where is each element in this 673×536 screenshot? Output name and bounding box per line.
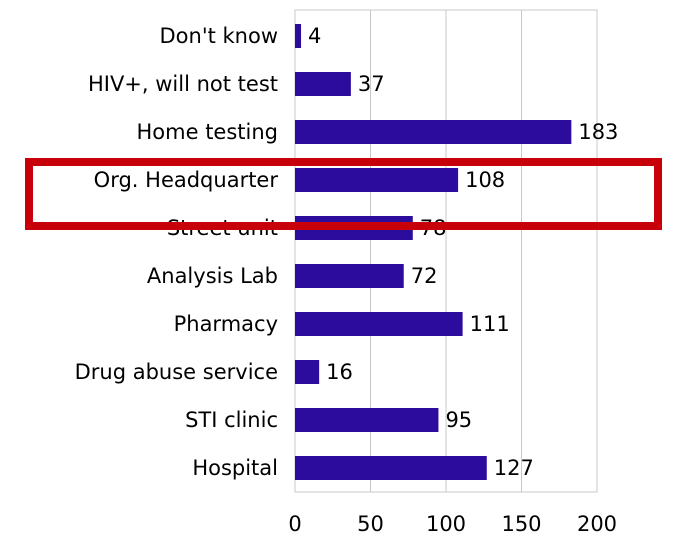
- value-label: 72: [411, 264, 438, 288]
- bar: [295, 360, 320, 384]
- bar: [295, 312, 463, 336]
- value-label: 183: [578, 120, 618, 144]
- value-label: 108: [465, 168, 505, 192]
- bar: [295, 72, 351, 96]
- y-tick-label: Drug abuse service: [75, 360, 278, 384]
- value-label: 111: [470, 312, 510, 336]
- bar: [295, 120, 572, 144]
- x-tick-label: 150: [501, 512, 541, 536]
- value-label: 95: [445, 408, 472, 432]
- y-tick-label: Don't know: [159, 24, 278, 48]
- x-tick-label: 200: [577, 512, 617, 536]
- bar: [295, 24, 302, 48]
- highlight-box: [25, 158, 662, 230]
- y-tick-label: STI clinic: [185, 408, 278, 432]
- y-tick-label: Org. Headquarter: [94, 168, 279, 192]
- value-label: 16: [326, 360, 353, 384]
- bar: [295, 264, 404, 288]
- y-tick-label: HIV+, will not test: [88, 72, 278, 96]
- x-tick-label: 100: [426, 512, 466, 536]
- y-tick-label: Hospital: [192, 456, 278, 480]
- value-label: 37: [358, 72, 385, 96]
- value-label: 127: [494, 456, 534, 480]
- x-tick-label: 50: [357, 512, 384, 536]
- x-tick-label: 0: [288, 512, 301, 536]
- y-tick-label: Home testing: [137, 120, 279, 144]
- y-tick-label: Pharmacy: [174, 312, 278, 336]
- bar: [295, 168, 459, 192]
- marks: 0 50 100 150 200 Don't know 4 HIV+, will not te…: [75, 10, 618, 536]
- value-label: 4: [308, 24, 321, 48]
- bar: [295, 456, 487, 480]
- bar: [295, 408, 439, 432]
- y-tick-label: Analysis Lab: [147, 264, 278, 288]
